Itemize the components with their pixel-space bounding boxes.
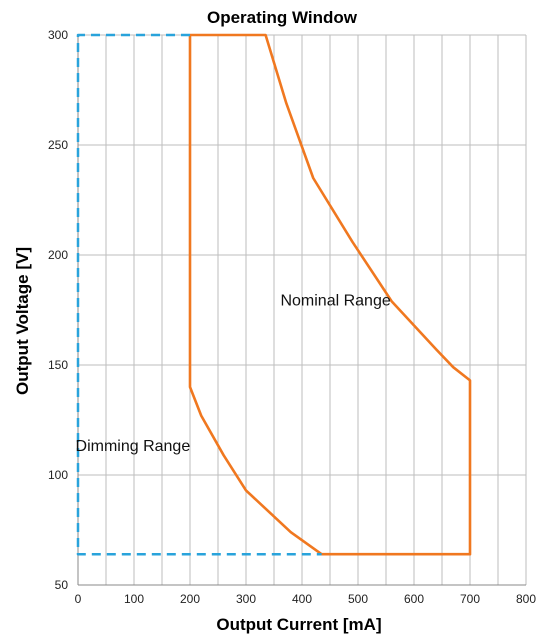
y-tick-label: 100 (48, 468, 68, 482)
dimming-range-boundary (76, 33, 322, 556)
x-tick-label: 600 (404, 592, 424, 606)
x-tick-label: 200 (180, 592, 200, 606)
annotations: Nominal Range Dimming Range (76, 293, 391, 455)
annotation-label: Nominal Range (280, 293, 390, 310)
y-tick-label: 150 (48, 358, 68, 372)
x-tick-label: 100 (124, 592, 144, 606)
x-tick-label: 0 (75, 592, 82, 606)
x-tick-label: 400 (292, 592, 312, 606)
x-tick-label: 300 (236, 592, 256, 606)
y-tick-label: 200 (48, 248, 68, 262)
series (76, 33, 472, 556)
annotation-label: Dimming Range (76, 438, 191, 455)
y-tick-label: 50 (55, 578, 69, 592)
y-axis-label: Output Voltage [V] (13, 247, 32, 395)
y-tick-label: 300 (48, 28, 68, 42)
x-axis-label: Output Current [mA] (216, 615, 381, 634)
tick-labels: 0 100 200 300 400 500 600 700 800 50 100 150 200 250 3… (48, 28, 536, 606)
x-tick-label: 700 (460, 592, 480, 606)
x-tick-label: 500 (348, 592, 368, 606)
grid (78, 34, 527, 585)
chart-title: Operating Window (207, 8, 358, 27)
y-tick-label: 250 (48, 138, 68, 152)
x-tick-label: 800 (516, 592, 536, 606)
